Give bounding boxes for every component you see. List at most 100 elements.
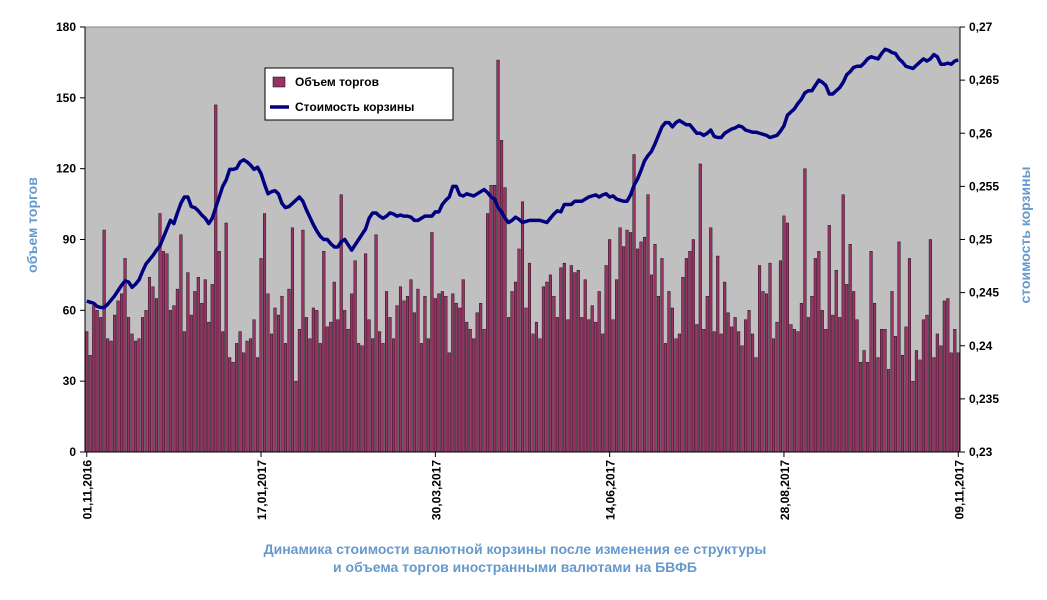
bar [932, 357, 936, 453]
bar [848, 244, 852, 453]
bar [876, 357, 880, 453]
bar [364, 253, 368, 453]
bar [520, 201, 525, 453]
bar [92, 305, 96, 453]
bar [597, 291, 601, 453]
bar [904, 326, 908, 453]
bar [771, 338, 776, 453]
bar [810, 295, 814, 453]
bar [733, 317, 737, 453]
bar [656, 295, 660, 453]
bar [496, 59, 500, 453]
bar [249, 338, 253, 453]
bar [538, 338, 542, 453]
line [86, 47, 959, 310]
bar [890, 291, 894, 453]
x-tick-label: 01,11,2016 [81, 460, 95, 520]
bar [350, 293, 354, 453]
bar [479, 303, 483, 453]
bar [266, 293, 270, 453]
bar [681, 277, 685, 453]
bar [806, 317, 810, 453]
bar [622, 246, 626, 453]
bar [147, 277, 152, 453]
bar [514, 281, 518, 453]
bar [911, 380, 915, 453]
bar [775, 321, 779, 453]
bar [242, 352, 246, 453]
bar [792, 329, 796, 453]
bar [168, 310, 172, 453]
y-tick-label: 30 [63, 374, 77, 388]
bar [468, 329, 472, 453]
bar [817, 251, 821, 453]
bar [116, 300, 120, 453]
bar [458, 307, 462, 453]
bar [799, 303, 803, 453]
bar [751, 333, 755, 453]
x-tick-label: 30,03,2017 [429, 460, 443, 520]
bar [845, 284, 849, 453]
y-tick-label: 180 [56, 20, 76, 34]
bar [601, 333, 605, 453]
bar [949, 352, 953, 453]
bar [437, 293, 441, 453]
bar [210, 284, 214, 453]
bar [322, 251, 326, 453]
y2-tick-label: 0,245 [969, 286, 999, 300]
bar [85, 331, 89, 453]
bar [151, 286, 155, 453]
bar [517, 248, 521, 453]
x-tick-label: 09,11,2017 [952, 460, 966, 520]
bar [503, 187, 507, 453]
bar [545, 281, 549, 453]
bar [172, 305, 176, 453]
bar [259, 258, 263, 453]
bar [200, 303, 204, 453]
bar [454, 303, 458, 453]
bar [646, 194, 650, 453]
y2-tick-label: 0,23 [969, 445, 993, 459]
bar [304, 317, 308, 453]
bar [179, 234, 183, 453]
bar [329, 321, 333, 453]
bar [283, 343, 287, 453]
bar [378, 331, 382, 453]
bar [925, 314, 929, 453]
bar [130, 333, 134, 453]
bar [388, 317, 392, 453]
bar [154, 298, 158, 453]
bar [531, 333, 535, 453]
legend-swatch [272, 76, 286, 88]
bar [134, 340, 138, 453]
bar [426, 338, 430, 453]
bar [611, 319, 615, 453]
bar [423, 295, 427, 453]
legend: Объем торгов Стоимость корзины [264, 67, 454, 121]
bar [228, 357, 232, 453]
bar [608, 239, 612, 453]
bar [489, 184, 493, 453]
y2-tick-label: 0,25 [969, 233, 993, 247]
bar [269, 333, 274, 453]
legend-box [264, 67, 454, 121]
bar [308, 338, 312, 453]
bar [740, 345, 744, 453]
bar [796, 331, 800, 453]
bar [730, 326, 734, 453]
bar [357, 343, 361, 453]
bar [953, 329, 957, 453]
bar [615, 279, 619, 453]
bar [385, 291, 389, 453]
y-tick-label: 90 [63, 233, 77, 247]
bar [629, 232, 633, 453]
bar [636, 248, 640, 453]
bar [433, 298, 437, 453]
bar [900, 354, 905, 453]
bar [109, 340, 113, 453]
y-tick-label: 60 [63, 303, 77, 317]
bar [193, 291, 197, 453]
bar [897, 241, 901, 453]
chart-title: Динамика стоимости валютной корзины посл… [264, 541, 767, 557]
bar [527, 262, 531, 453]
